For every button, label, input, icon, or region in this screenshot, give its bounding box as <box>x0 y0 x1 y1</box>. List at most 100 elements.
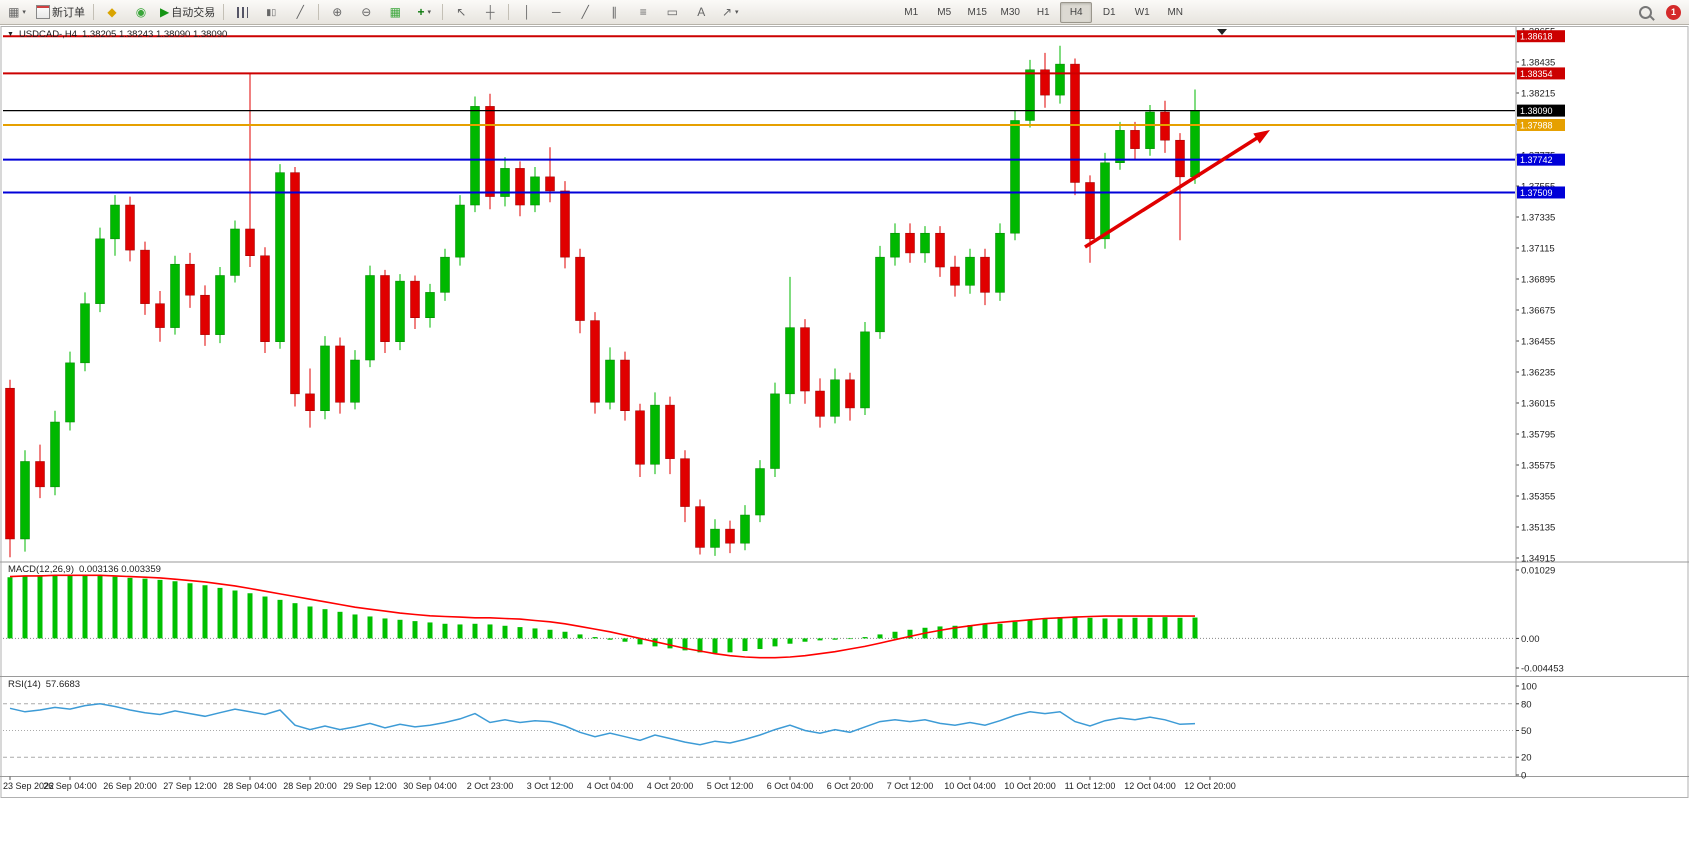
profiles-icon: ◆ <box>107 5 117 19</box>
timeframe-button-m15[interactable]: M15 <box>967 6 987 18</box>
trendline-tool-button[interactable]: ╱ <box>571 1 599 24</box>
svg-text:0.00: 0.00 <box>1521 634 1540 645</box>
toolbar-separator <box>223 4 225 20</box>
timeframe-button-m30[interactable]: M30 <box>1000 6 1020 18</box>
rsi-name: RSI(14) <box>8 679 41 690</box>
svg-text:5 Oct 12:00: 5 Oct 12:00 <box>707 781 754 791</box>
auto-trading-label: 自动交易 <box>171 7 216 19</box>
scroll-to-end-marker <box>1217 29 1227 35</box>
timeframe-button-mn[interactable]: MN <box>1167 6 1184 18</box>
chevron-down-icon: ▾ <box>735 9 739 16</box>
zoom-in-button[interactable]: ⊕ <box>323 1 351 24</box>
metaeditor-button[interactable]: ◉ <box>127 1 155 24</box>
svg-text:3 Oct 12:00: 3 Oct 12:00 <box>527 781 574 791</box>
level-lines-layer[interactable] <box>3 35 1515 194</box>
svg-text:10 Oct 04:00: 10 Oct 04:00 <box>944 781 996 791</box>
fibonacci-icon: ≡ <box>639 5 647 19</box>
svg-text:1.34915: 1.34915 <box>1521 554 1555 565</box>
svg-text:1.35575: 1.35575 <box>1521 461 1555 472</box>
candles-layer <box>5 45 1200 558</box>
svg-text:1.37335: 1.37335 <box>1521 213 1555 224</box>
chart-symbol-label: USDCAD-,H4 <box>18 29 77 40</box>
shapes-tool-button[interactable]: ▭ <box>658 1 686 24</box>
new-chart-button[interactable]: ▦ ▾ <box>3 1 31 24</box>
macd-layer: 0.01029 0.00 -0.004453 <box>3 566 1564 674</box>
svg-text:26 Sep 20:00: 26 Sep 20:00 <box>103 781 157 791</box>
macd-name: MACD(12,26,9) <box>8 564 74 575</box>
svg-text:1.35795: 1.35795 <box>1521 430 1555 441</box>
macd-values: 0.003136 0.003359 <box>79 564 161 575</box>
svg-text:1.38215: 1.38215 <box>1521 89 1555 100</box>
crosshair-tool-button[interactable]: ┼ <box>476 1 504 24</box>
toolbar-right-group: 1 <box>1631 1 1686 24</box>
one-click-trading-toggle[interactable]: ▼ <box>7 31 14 38</box>
tile-windows-button[interactable]: ▦ <box>381 1 409 24</box>
price-axis: 1.386551.384351.382151.379951.377751.375… <box>1516 27 1565 565</box>
svg-text:0.01029: 0.01029 <box>1521 566 1555 577</box>
toolbar-separator <box>442 4 444 20</box>
cursor-tool-button[interactable]: ↖ <box>447 1 475 24</box>
shapes-icon: ▭ <box>666 5 678 19</box>
profiles-button[interactable]: ◆ <box>98 1 126 24</box>
svg-text:30 Sep 04:00: 30 Sep 04:00 <box>403 781 457 791</box>
arrow-tools-icon: ↗ <box>721 5 732 19</box>
timeframe-button-h1[interactable]: H1 <box>1036 6 1050 18</box>
toolbar-separator <box>93 4 94 20</box>
svg-text:1.36895: 1.36895 <box>1521 275 1555 286</box>
new-order-label: 新订单 <box>52 7 85 19</box>
svg-text:1.36235: 1.36235 <box>1521 368 1555 379</box>
indicators-icon: + <box>417 5 425 19</box>
svg-text:20: 20 <box>1521 753 1532 764</box>
new-order-icon <box>36 5 50 19</box>
line-chart-mode-button[interactable]: ╱ <box>286 1 314 24</box>
svg-text:26 Sep 04:00: 26 Sep 04:00 <box>43 781 97 791</box>
trend-arrow-annotation[interactable] <box>1084 130 1270 249</box>
timeframe-button-m5[interactable]: M5 <box>937 6 952 18</box>
svg-text:1.35135: 1.35135 <box>1521 523 1555 534</box>
text-icon: A <box>697 5 706 19</box>
svg-text:27 Sep 12:00: 27 Sep 12:00 <box>163 781 217 791</box>
timeframe-button-w1[interactable]: W1 <box>1134 6 1150 18</box>
auto-trading-icon: ▶ <box>160 5 170 19</box>
timeframe-button-d1[interactable]: D1 <box>1102 6 1116 18</box>
svg-text:1.37988: 1.37988 <box>1520 120 1553 130</box>
timeframe-button-m1[interactable]: M1 <box>904 6 919 18</box>
new-order-button[interactable]: 新订单 <box>32 1 89 24</box>
trendline-icon: ╱ <box>581 5 589 19</box>
chart-ohlc-values: 1.38205 1.38243 1.38090 1.38090 <box>82 29 228 40</box>
notification-badge[interactable]: 1 <box>1666 4 1681 20</box>
indicators-button[interactable]: + ▾ <box>410 1 438 24</box>
svg-text:10 Oct 20:00: 10 Oct 20:00 <box>1004 781 1056 791</box>
main-toolbar: ▦ ▾ 新订单 ◆ ◉ ▶ 自动交易 ▮▯ ╱ ⊕ <box>0 0 1689 25</box>
chevron-down-icon: ▾ <box>427 9 431 16</box>
zoom-out-icon: ⊖ <box>361 5 372 19</box>
fibonacci-tool-button[interactable]: ≡ <box>629 1 657 24</box>
svg-text:1.37115: 1.37115 <box>1521 244 1555 255</box>
channel-tool-button[interactable]: ∥ <box>600 1 628 24</box>
zoom-out-button[interactable]: ⊖ <box>352 1 380 24</box>
rsi-layer: 100 80 50 20 0 <box>3 682 1537 782</box>
svg-text:2 Oct 23:00: 2 Oct 23:00 <box>467 781 514 791</box>
line-chart-icon: ╱ <box>296 5 304 19</box>
bar-chart-mode-button[interactable] <box>228 1 256 24</box>
timeframe-toolbar: M1 M5 M15 M30 H1 H4 D1 W1 MN <box>895 1 1191 23</box>
svg-text:23 Sep 2022: 23 Sep 2022 <box>3 781 54 791</box>
timeframe-button-h4[interactable]: H4 <box>1060 1 1093 23</box>
chart-title: ▼ USDCAD-,H4 1.38205 1.38243 1.38090 1.3… <box>7 29 227 40</box>
rsi-indicator-label: RSI(14) 57.6683 <box>8 679 80 690</box>
search-button[interactable] <box>1631 1 1659 24</box>
auto-trading-button[interactable]: ▶ 自动交易 <box>156 1 219 24</box>
svg-text:1.36015: 1.36015 <box>1521 399 1555 410</box>
metaeditor-icon: ◉ <box>135 5 147 19</box>
macd-indicator-label: MACD(12,26,9) 0.003136 0.003359 <box>8 564 161 575</box>
channel-icon: ∥ <box>611 5 618 19</box>
arrow-tools-button[interactable]: ↗ ▾ <box>716 1 744 24</box>
text-tool-button[interactable]: A <box>687 1 715 24</box>
candlestick-mode-button[interactable]: ▮▯ <box>257 1 285 24</box>
svg-text:1.36675: 1.36675 <box>1521 306 1555 317</box>
vertical-line-tool-button[interactable]: │ <box>513 1 541 24</box>
horizontal-line-tool-button[interactable]: ─ <box>542 1 570 24</box>
